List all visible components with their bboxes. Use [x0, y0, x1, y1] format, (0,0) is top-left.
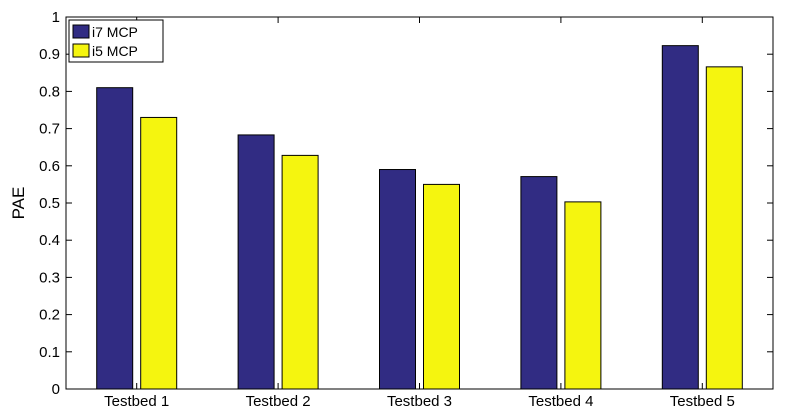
bars-layer — [96, 45, 743, 390]
y-tick-label: 1 — [52, 9, 60, 26]
legend-swatch — [72, 43, 90, 58]
x-tick-label: Testbed 1 — [104, 393, 169, 410]
bar-i7-mcp — [520, 176, 558, 390]
x-tick-label: Testbed 3 — [387, 393, 452, 410]
y-tick-label: 0.4 — [39, 232, 60, 249]
bar-i7-mcp — [96, 87, 134, 390]
bar-i5-mcp — [705, 66, 743, 390]
bar-i7-mcp — [661, 45, 699, 390]
x-tick-label: Testbed 4 — [528, 393, 593, 410]
bar-i5-mcp — [281, 154, 319, 390]
bar-i5-mcp — [423, 183, 460, 390]
legend-label: i7 MCP — [92, 24, 138, 40]
bar-i7-mcp — [237, 134, 275, 390]
y-tick-label: 0 — [52, 381, 60, 398]
y-tick-label: 0.1 — [39, 344, 60, 361]
legend-label: i5 MCP — [92, 43, 138, 59]
x-tick-label: Testbed 5 — [670, 393, 735, 410]
bar-i5-mcp — [140, 116, 178, 390]
y-tick-label: 0.5 — [39, 195, 60, 212]
y-tick-label: 0.9 — [39, 46, 60, 63]
x-tick-label: Testbed 2 — [246, 393, 311, 410]
y-tick-label: 0.3 — [39, 269, 60, 286]
x-axis-ticks: Testbed 1 Testbed 2 Testbed 3 Testbed 4 Test… — [104, 17, 735, 410]
y-tick-label: 0.6 — [39, 158, 60, 175]
y-tick-label: 0.7 — [39, 121, 60, 138]
y-tick-label: 0.2 — [39, 307, 60, 324]
bar-i5-mcp — [564, 201, 602, 390]
y-axis-label: PAE — [9, 187, 28, 220]
y-axis-ticks: 0 0.1 0.2 0.3 0.4 0.5 0.6 0.7 0.8 0.9 1 — [39, 9, 773, 398]
legend: i7 MCP i5 MCP — [68, 19, 164, 63]
legend-swatch — [72, 24, 90, 39]
y-tick-label: 0.8 — [39, 83, 60, 100]
bar-i7-mcp — [379, 169, 416, 390]
